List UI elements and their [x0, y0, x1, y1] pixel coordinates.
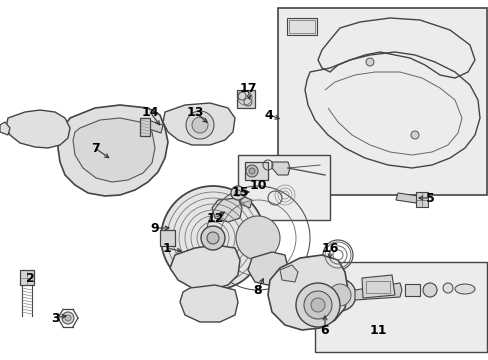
Circle shape — [324, 279, 355, 311]
Circle shape — [365, 58, 373, 66]
Bar — [278, 8, 486, 195]
Text: 8: 8 — [253, 284, 262, 297]
Text: 1: 1 — [163, 242, 171, 255]
Polygon shape — [247, 252, 287, 285]
Polygon shape — [146, 120, 163, 133]
Ellipse shape — [454, 284, 474, 294]
Circle shape — [192, 117, 207, 133]
Text: 2: 2 — [25, 271, 34, 284]
Polygon shape — [180, 285, 238, 322]
Text: 4: 4 — [264, 108, 273, 122]
Text: 17: 17 — [239, 81, 256, 95]
Text: 3: 3 — [51, 311, 59, 324]
Bar — [244, 162, 267, 180]
Polygon shape — [163, 103, 235, 145]
Circle shape — [245, 165, 258, 177]
Text: 16: 16 — [321, 242, 338, 255]
Polygon shape — [0, 122, 10, 135]
Bar — [140, 118, 150, 136]
Text: 7: 7 — [90, 141, 99, 154]
Circle shape — [295, 283, 339, 327]
Text: 11: 11 — [368, 324, 386, 337]
Bar — [160, 230, 175, 246]
Bar — [404, 284, 419, 296]
Text: 14: 14 — [141, 105, 159, 118]
Circle shape — [235, 190, 241, 196]
Circle shape — [248, 168, 254, 174]
Circle shape — [410, 131, 418, 139]
Circle shape — [230, 186, 244, 200]
Text: 9: 9 — [150, 221, 159, 234]
Polygon shape — [354, 283, 401, 300]
Circle shape — [442, 283, 452, 293]
Circle shape — [201, 226, 224, 250]
Text: 6: 6 — [320, 324, 328, 337]
Circle shape — [185, 111, 214, 139]
Bar — [238, 155, 329, 220]
Text: 10: 10 — [249, 179, 266, 192]
Circle shape — [62, 312, 74, 324]
Bar — [415, 192, 427, 207]
Polygon shape — [73, 118, 155, 182]
Circle shape — [310, 298, 325, 312]
Circle shape — [328, 284, 350, 306]
Text: 12: 12 — [206, 212, 224, 225]
Bar — [20, 270, 34, 285]
Bar — [237, 90, 254, 108]
Circle shape — [304, 291, 331, 319]
Polygon shape — [395, 193, 417, 203]
Circle shape — [206, 232, 219, 244]
Circle shape — [236, 216, 280, 260]
Bar — [314, 262, 486, 352]
Circle shape — [65, 315, 71, 321]
Bar — [365, 281, 389, 293]
Text: 5: 5 — [425, 192, 433, 204]
Polygon shape — [267, 255, 347, 330]
Polygon shape — [212, 198, 242, 222]
Polygon shape — [271, 162, 289, 175]
Polygon shape — [280, 265, 297, 282]
Text: 15: 15 — [231, 185, 248, 198]
Circle shape — [161, 186, 264, 290]
Polygon shape — [58, 105, 168, 196]
Bar — [286, 18, 316, 35]
Text: 13: 13 — [186, 105, 203, 118]
Polygon shape — [361, 275, 394, 298]
Polygon shape — [6, 110, 70, 148]
Polygon shape — [240, 196, 251, 208]
Polygon shape — [170, 245, 240, 290]
Circle shape — [422, 283, 436, 297]
Bar — [288, 20, 314, 33]
